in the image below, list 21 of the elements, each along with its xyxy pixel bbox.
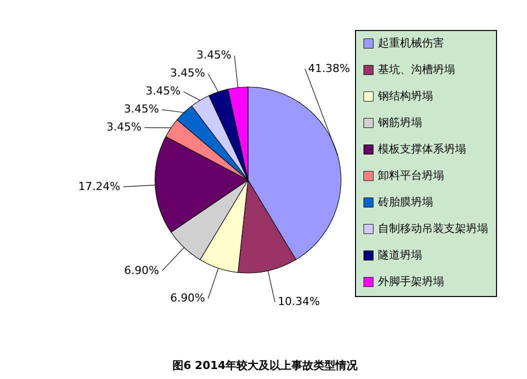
data-label: 3.45% (124, 102, 160, 116)
legend-label: 基坑、沟槽坍塌 (378, 63, 455, 76)
legend-label: 卸料平台坍塌 (378, 169, 444, 182)
data-label: 10.34% (278, 295, 320, 308)
legend-label: 钢筋坍塌 (377, 116, 422, 129)
data-label: 6.90% (170, 291, 206, 304)
data-label: 41.38% (308, 62, 350, 75)
data-label: 3.45% (196, 48, 232, 62)
data-label: 17.24% (78, 180, 120, 193)
legend-label: 自制移动吊装支架坍塌 (378, 222, 488, 235)
data-label: 3.45% (106, 120, 142, 134)
data-label: 3.45% (170, 66, 206, 80)
legend-label: 模板支撑体系坍塌 (378, 142, 466, 156)
legend-label: 起重机械伤害 (378, 36, 444, 50)
data-label: 3.45% (146, 84, 181, 98)
text: 图6 2014年较大及以上事故类型情况 (172, 359, 359, 372)
legend-label: 钢结构坍塌 (377, 90, 433, 102)
data-label: 6.90% (124, 264, 160, 277)
legend-label: 砖胎膜坍塌 (377, 196, 433, 208)
legend-label: 隧道坍塌 (378, 248, 422, 262)
legend-label: 外脚手架坍塌 (378, 275, 444, 288)
